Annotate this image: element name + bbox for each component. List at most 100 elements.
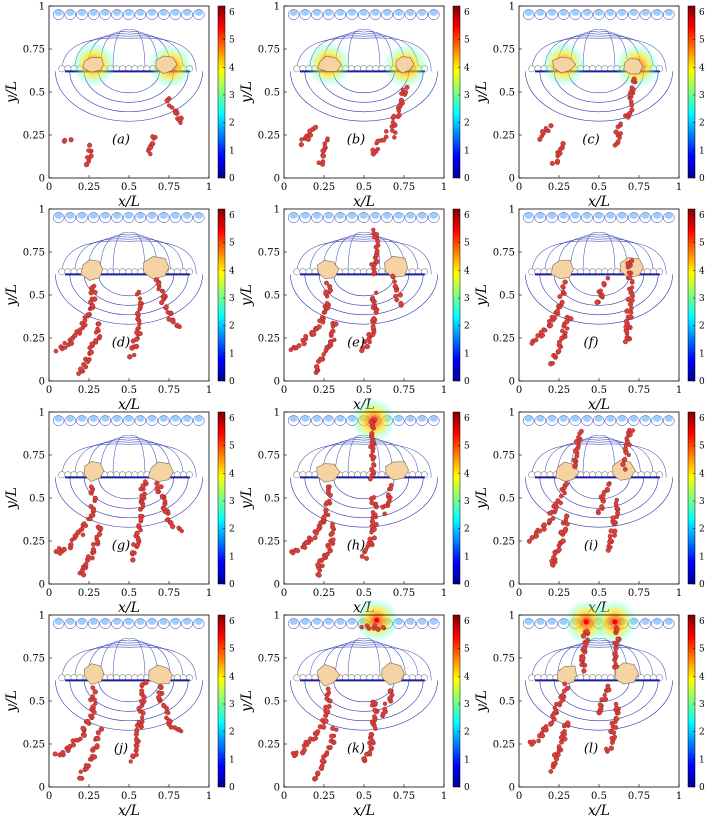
particle: [382, 511, 387, 517]
electrode-contour: [311, 212, 323, 223]
x-tick-label: 1: [441, 588, 447, 599]
particle: [137, 296, 143, 301]
particle: [318, 765, 324, 771]
y-tick-label: 0.75: [23, 45, 45, 56]
colorbar-tick-label: 2: [229, 728, 235, 738]
particle: [136, 705, 142, 712]
particle: [606, 481, 612, 487]
y-tick-label: 0.25: [23, 334, 45, 345]
colorbar-tick-label: 1: [699, 755, 705, 765]
electrode-contour: [64, 212, 77, 223]
x-tick-label: 0: [516, 182, 522, 193]
electrode-contour: [299, 618, 312, 629]
colorbar-tick-label: 0: [464, 783, 470, 793]
deposit: [155, 55, 178, 74]
electrode-contour: [592, 212, 605, 223]
particle: [95, 326, 100, 332]
electrode-spot: [547, 212, 556, 219]
particle: [562, 728, 567, 734]
colorbar-tick-label: 2: [229, 322, 235, 332]
panel-6: 000.250.250.50.50.750.7511x/Ly/L(f)01234…: [474, 205, 705, 414]
x-tick-label: 0.75: [393, 385, 415, 396]
particle: [374, 248, 380, 254]
particle: [599, 504, 605, 510]
particle-chain: [77, 726, 105, 781]
panel-label: (e): [347, 336, 365, 351]
electrode-spot: [336, 212, 345, 219]
particle: [160, 288, 166, 294]
electrode-contour: [428, 618, 440, 629]
y-tick-label: 0.5: [29, 697, 45, 708]
electrode-spot: [101, 415, 110, 422]
electrode-contour: [534, 415, 547, 426]
colorbar-tick-label: 6: [229, 414, 235, 424]
colorbar: [687, 208, 696, 382]
particle: [537, 528, 543, 534]
particle: [90, 704, 96, 710]
colorbar-tick-label: 0: [699, 783, 705, 793]
particle: [137, 300, 143, 306]
y-tick-label: 0: [509, 377, 515, 388]
field-line: [290, 71, 438, 122]
particle: [562, 485, 567, 491]
particle: [138, 513, 143, 519]
electrode-spot: [371, 9, 380, 16]
particle: [319, 563, 325, 569]
field-line: [318, 274, 410, 306]
electrode-contour: [604, 415, 617, 426]
x-tick-label: 0.25: [78, 385, 100, 396]
particle: [173, 110, 178, 116]
y-tick-label: 1: [274, 2, 280, 13]
particle: [60, 750, 66, 756]
y-tick-label: 0.5: [264, 291, 280, 302]
particle-chain: [61, 137, 74, 144]
electrode-contour: [334, 9, 347, 20]
particle: [154, 480, 160, 487]
bubble: [528, 674, 536, 682]
particle: [163, 304, 169, 310]
electrode-contour: [627, 9, 640, 20]
particle: [329, 530, 335, 536]
electrode-spot: [171, 618, 180, 625]
field-line: [87, 439, 171, 478]
x-tick-label: 1: [206, 385, 212, 396]
particle: [321, 352, 326, 357]
electrode-contour: [616, 9, 628, 20]
particle: [369, 431, 375, 437]
electrode-spot: [148, 212, 157, 219]
particle: [90, 546, 96, 553]
particle: [138, 486, 143, 492]
electrode-spot: [524, 618, 533, 625]
colorbar-tick-label: 5: [229, 36, 235, 46]
electrode-contour: [99, 415, 112, 426]
y-tick-label: 0: [274, 377, 280, 388]
particle-chain: [53, 283, 98, 354]
y-axis-label: y/L: [474, 487, 490, 510]
particle: [142, 479, 148, 484]
electrode-contour: [357, 9, 370, 20]
particle: [371, 495, 377, 500]
colorbar-tick-label: 6: [699, 8, 705, 18]
particle: [318, 525, 323, 530]
particle: [576, 435, 581, 440]
particle: [164, 715, 169, 721]
x-tick-label: 0.5: [356, 791, 372, 802]
particle: [130, 550, 135, 555]
particle-chain: [367, 417, 377, 482]
x-tick-label: 0.25: [313, 588, 335, 599]
panel-label: (f): [584, 336, 599, 351]
electrode-contour: [87, 212, 100, 223]
particle: [328, 738, 333, 744]
electrode-contour: [52, 9, 65, 20]
x-tick-label: 0.75: [393, 182, 415, 193]
x-tick-label: 0.5: [121, 791, 137, 802]
field-line: [347, 638, 381, 681]
colorbar-tick-label: 3: [699, 294, 705, 304]
field-line: [309, 238, 419, 275]
electrode-spot: [653, 212, 662, 219]
particle: [549, 160, 555, 166]
colorbar-tick-label: 4: [464, 672, 470, 682]
electrode-contour: [569, 212, 582, 223]
colorbar-tick-label: 3: [699, 497, 705, 507]
